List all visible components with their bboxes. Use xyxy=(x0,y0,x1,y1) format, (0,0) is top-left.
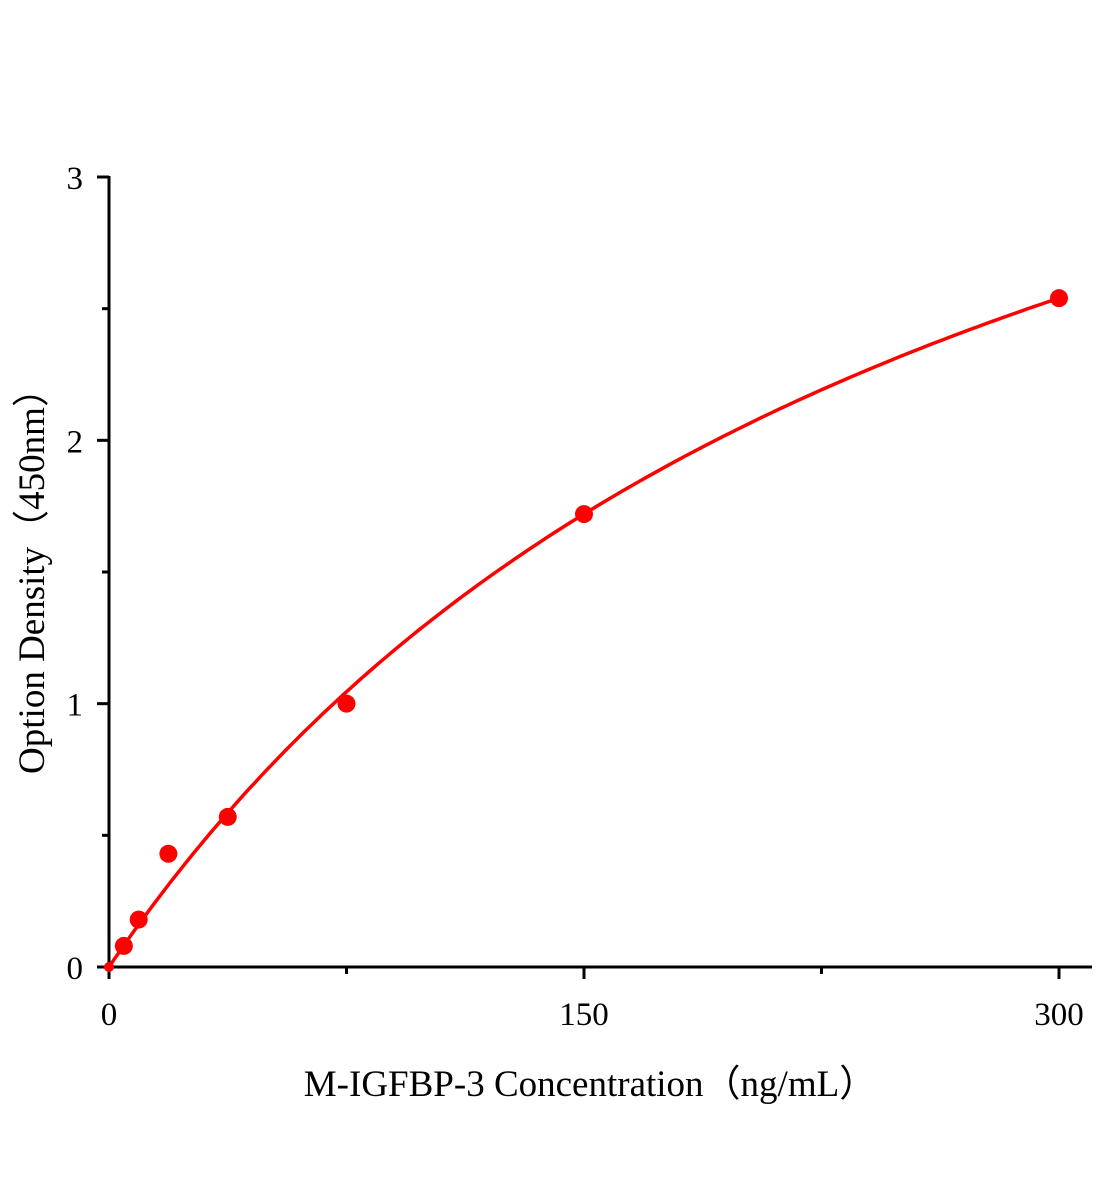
data-point xyxy=(129,910,148,929)
data-point xyxy=(104,962,114,972)
x-axis-label: M-IGFBP-3 Concentration（ng/mL） xyxy=(304,1064,876,1105)
axes: 0 150 300 0 1 2 3 xyxy=(67,161,1092,1033)
y-tick-label: 0 xyxy=(67,951,84,987)
data-point xyxy=(1050,289,1068,308)
y-axis-label: Option Density（450nm） xyxy=(12,370,53,774)
x-tick-label: 0 xyxy=(101,997,118,1033)
y-tick-label: 1 xyxy=(67,688,84,724)
data-point xyxy=(218,807,237,826)
data-points xyxy=(104,289,1068,972)
data-point xyxy=(159,844,178,863)
y-tick-label: 2 xyxy=(67,424,84,460)
fit-curve xyxy=(107,296,1060,968)
x-tick-label: 150 xyxy=(559,997,609,1033)
data-point xyxy=(337,694,356,713)
x-tick-label: 300 xyxy=(1034,997,1084,1033)
y-tick-label: 3 xyxy=(67,161,84,197)
data-point xyxy=(114,936,133,955)
data-point xyxy=(575,505,593,524)
